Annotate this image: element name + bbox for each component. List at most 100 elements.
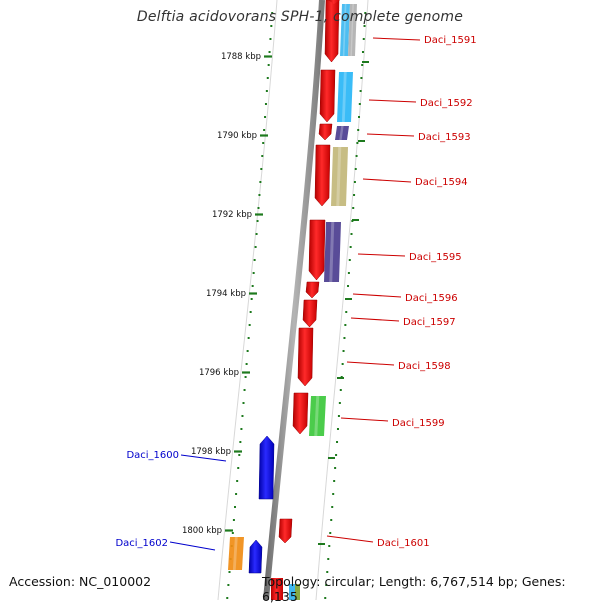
ruler-minor-dot <box>259 181 262 183</box>
ruler-minor-dot <box>270 25 273 27</box>
ruler-minor-dot <box>249 311 252 313</box>
gene-daci-1596-arrow[interactable] <box>305 281 320 299</box>
ruler-outer-dot <box>361 51 364 53</box>
ruler-minor-dot <box>264 103 267 105</box>
gene-daci-1602-label[interactable]: Daci_1602 <box>115 538 168 549</box>
ruler-outer-dot <box>360 77 363 79</box>
gene-daci-1592-leader-line <box>368 99 417 103</box>
ruler-outer-dot <box>326 571 329 573</box>
ruler-minor-dot <box>242 402 245 404</box>
ruler-minor-dot <box>251 285 254 287</box>
ruler-minor-dot <box>250 298 253 300</box>
gene-daci-1594-leader-line <box>362 178 412 183</box>
gene-daci-1599-arrow[interactable] <box>292 392 309 435</box>
gene-daci-1598-arrow[interactable] <box>297 327 314 387</box>
ruler-outer-dot <box>349 246 352 248</box>
gene-daci-1595-leader-line <box>357 253 406 257</box>
gene-daci-1600-arrow[interactable] <box>258 435 275 500</box>
ruler-minor-dot <box>261 155 264 157</box>
gene-daci-1598-leader-line <box>346 361 395 366</box>
ruler-outer-dot <box>343 337 346 339</box>
ruler-outer-dot <box>324 597 327 599</box>
ruler-outer-dot <box>336 441 339 443</box>
map-title: Delftia acidovorans SPH-1, complete geno… <box>136 9 464 25</box>
ruler-outer-dot <box>325 584 328 586</box>
ruler-minor-dot <box>269 38 272 40</box>
ruler-minor-dot <box>268 51 271 53</box>
gene-daci-1595-label[interactable]: Daci_1595 <box>409 252 462 263</box>
ruler-outer-dot <box>345 311 348 313</box>
ruler-minor-dot <box>226 597 229 599</box>
ruler-outer-dot <box>362 38 365 40</box>
gene-daci-1594-arrow[interactable] <box>314 144 331 207</box>
ruler-tick-label: 1796 kbp <box>199 368 239 378</box>
gene-daci-1592-label[interactable]: Daci_1592 <box>420 98 473 109</box>
ruler-minor-dot <box>262 142 265 144</box>
accession-text: Accession: NC_010002 <box>9 574 152 589</box>
ruler-minor-dot <box>253 259 256 261</box>
gene-daci-1592-arrow[interactable] <box>319 69 336 123</box>
gene-daci-1599-leader-line <box>340 417 389 422</box>
gene-daci-1601-label[interactable]: Daci_1601 <box>377 538 430 549</box>
ruler-outer-dot <box>363 25 366 27</box>
gene-daci-1591-arrow[interactable] <box>324 0 340 63</box>
ruler-minor-dot <box>233 506 236 508</box>
ruler-tick-label: 1790 kbp <box>217 131 257 141</box>
ruler-minor-dot <box>264 116 267 118</box>
gene-daci-1593-leader-line <box>366 133 415 137</box>
ruler-minor-dot <box>252 272 255 274</box>
ruler-outer-dot <box>339 389 342 391</box>
ruler-outer-dot <box>353 181 356 183</box>
ruler-minor-dot <box>232 519 235 521</box>
gene-daci-1597-arrow[interactable] <box>302 299 318 328</box>
genome-backbone <box>263 0 325 601</box>
gene-daci-1602-arrow[interactable] <box>248 539 263 574</box>
ruler-minor-dot <box>246 350 249 352</box>
ruler-tick-label: 1794 kbp <box>206 289 246 299</box>
gene-daci-1599-label[interactable]: Daci_1599 <box>392 418 445 429</box>
ruler-minor-dot <box>255 233 258 235</box>
gene-daci-1597-label[interactable]: Daci_1597 <box>403 317 456 328</box>
ruler-outer-dot <box>332 493 335 495</box>
gene-daci-1600-leader-line <box>180 454 227 462</box>
gene-daci-1591-label[interactable]: Daci_1591 <box>424 35 477 46</box>
ruler-minor-dot <box>235 493 238 495</box>
ruler-outer-dot <box>356 142 359 144</box>
gene-daci-1593-label[interactable]: Daci_1593 <box>418 132 471 143</box>
gene-daci-1602-leader-line <box>169 541 216 551</box>
ruler-outer-dot <box>352 207 355 209</box>
ruler-outer-dot <box>341 363 344 365</box>
ruler-minor-dot <box>238 454 241 456</box>
gene-daci-1592-cog-highlight <box>341 72 347 122</box>
gene-daci-1595-arrow[interactable] <box>308 219 326 281</box>
gene-daci-1591-cog-band <box>348 4 357 56</box>
ruler-minor-dot <box>227 584 230 586</box>
ruler-outer-dot <box>333 480 336 482</box>
gene-daci-1591-cog-highlight <box>342 4 347 56</box>
ruler-minor-dot <box>245 363 248 365</box>
ruler-outer-dot <box>337 415 340 417</box>
gene-daci-1600-label[interactable]: Daci_1600 <box>126 450 179 461</box>
gene-daci-1593-arrow[interactable] <box>318 123 333 141</box>
cog-partial-bottom-2 <box>295 584 300 600</box>
ruler-outer-dot <box>348 259 351 261</box>
ruler-outer-dot <box>327 558 330 560</box>
gene-daci-1598-label[interactable]: Daci_1598 <box>398 361 451 372</box>
ruler-minor-dot <box>260 168 263 170</box>
ruler-outer-dot <box>336 428 339 430</box>
gene-daci-1596-leader-line <box>352 293 402 298</box>
ruler-outer-dot <box>331 506 334 508</box>
gene-daci-1596-label[interactable]: Daci_1596 <box>405 293 458 304</box>
gene-daci-1601-arrow[interactable] <box>278 518 293 544</box>
gene-daci-1601-leader-line <box>326 535 374 543</box>
gene-daci-1594-cog-band <box>331 147 348 206</box>
ruler-layer: 1788 kbp 1790 kbp 1792 kbp 1794 kbp 1796 kbp… <box>182 12 369 599</box>
ruler-outer-dot <box>342 350 345 352</box>
ruler-outer-dot <box>353 194 356 196</box>
ruler-minor-dot <box>236 480 239 482</box>
gene-daci-1592-cog-band <box>337 72 353 122</box>
gene-daci-1594-label[interactable]: Daci_1594 <box>415 177 468 188</box>
ruler-minor-dot <box>254 246 257 248</box>
ruler-outer-dot <box>358 116 361 118</box>
